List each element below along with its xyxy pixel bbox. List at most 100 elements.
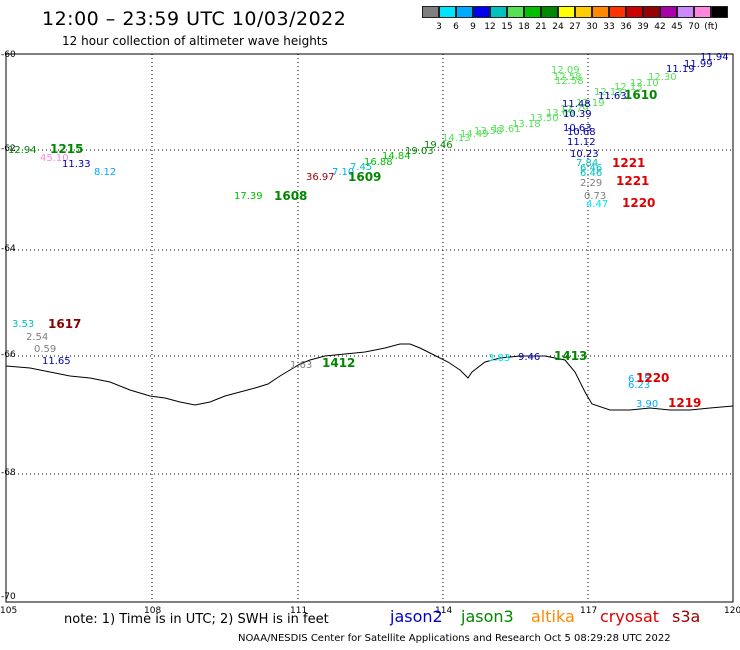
wave-height-label: 10.39 [563,109,592,120]
color-swatch [609,6,626,18]
color-swatch [575,6,592,18]
pass-time-label: 1221 [616,174,650,188]
x-tick-label: 108 [144,606,162,616]
wave-height-label: 3.53 [12,319,35,330]
pass-time-label: 1215 [50,142,84,156]
color-legend-label: 42 [654,22,666,32]
y-tick-label: -60 [1,50,16,60]
satellite-cryosat: cryosat [600,607,660,626]
color-swatch [541,6,558,18]
wave-height-label: 10.68 [567,127,596,138]
color-swatch [626,6,643,18]
wave-height-label: 6.46 [580,163,603,174]
color-legend-label: 18 [518,22,530,32]
wave-height-label: 12.09 [551,65,580,76]
color-swatch [643,6,660,18]
x-tick-label: 114 [435,606,453,616]
color-swatch [473,6,490,18]
wave-height-label: 11.19 [666,64,695,75]
pass-time-label: 1219 [668,396,702,410]
x-tick-label: 111 [290,606,308,616]
wave-height-label: 12.10 [630,78,659,89]
wave-height-label: 8.12 [94,167,117,178]
x-tick-label: 120 [724,606,740,616]
color-legend-label: 39 [637,22,649,32]
wave-height-label: 11.48 [562,99,591,110]
color-legend-label: 27 [569,22,581,32]
y-tick-label: -64 [1,244,16,254]
pass-time-label: 1617 [48,317,82,331]
y-tick-label: -62 [1,144,16,154]
wave-height-label: 6.46 [580,168,603,179]
color-legend-label: 45 [671,22,683,32]
wave-height-label: 19.03 [405,146,434,157]
wave-height-label: 12.79 [560,104,589,115]
wave-height-label: 2.54 [26,332,49,343]
y-tick-label: -66 [1,350,16,360]
color-swatch [490,6,507,18]
wave-height-label: 12.58 [553,72,582,83]
satellite-jason2: jason2 [390,607,443,626]
pass-time-label: 1609 [348,170,382,184]
color-swatch [711,6,728,18]
wave-height-label: 9.46 [518,352,541,363]
wave-height-label: 14.13 [442,133,471,144]
wave-height-label: 6.23 [628,380,651,391]
color-legend-label: 12 [484,22,496,32]
wave-height-label: 3.83 [488,353,511,364]
wave-height-label: 11.94 [700,52,729,63]
antarctic-coastline [5,343,734,411]
color-legend-label: (ft) [704,22,718,32]
y-tick-label: -70 [1,592,16,602]
wave-height-label: 12.58 [555,76,584,87]
color-legend-label: 70 [688,22,700,32]
color-swatch [439,6,456,18]
pass-time-label: 1610 [624,88,658,102]
satellite-s3a: s3a [672,607,701,626]
color-legend-label: 30 [586,22,598,32]
wave-height-label: 2.29 [580,178,603,189]
color-legend-label: 33 [603,22,615,32]
wave-height-label: 6.15 [628,374,651,385]
wave-height-label: 11.99 [684,59,713,70]
satellite-altika: altika [531,607,575,626]
wave-height-label: 11.12 [567,137,596,148]
pass-time-label: 1608 [274,189,308,203]
pass-time-label: 1220 [636,371,670,385]
wave-height-label: 1.63 [290,360,313,371]
page-subtitle: 12 hour collection of altimeter wave hei… [62,34,328,48]
wave-height-label: 13.61 [492,124,521,135]
color-swatch [592,6,609,18]
color-swatch [507,6,524,18]
wave-height-label: 12.13 [594,87,623,98]
wave-height-label: 13.50 [530,113,559,124]
color-legend-label: 36 [620,22,632,32]
color-swatch [660,6,677,18]
wave-height-label: 12.94 [8,145,37,156]
wave-height-label: 12.30 [648,72,677,83]
pass-time-label: 1412 [322,356,356,370]
wave-height-label: 0.59 [34,344,57,355]
y-tick-label: -68 [1,468,16,478]
color-swatch [524,6,541,18]
wave-height-label: 16.88 [364,157,393,168]
color-swatch [456,6,473,18]
wave-height-label: 10.23 [570,149,599,160]
color-legend-label: 15 [501,22,513,32]
wave-height-label: 13.69 [546,108,575,119]
footer-note: note: 1) Time is in UTC; 2) SWH is in fe… [64,612,329,627]
grid-lines [6,54,733,602]
page-title: 12:00 – 23:59 UTC 10/03/2022 [42,8,347,30]
color-swatch [558,6,575,18]
wave-height-label: 12.13 [614,82,643,93]
wave-height-label: 10.63 [563,123,592,134]
x-tick-label: 105 [0,606,18,616]
wave-height-label: 13.18 [512,119,541,130]
wave-height-label: 0.73 [584,191,607,202]
wave-height-label: 7.45 [350,162,373,173]
color-legend-label: 3 [436,22,442,32]
wave-height-label: 11.63 [598,91,627,102]
map-frame [5,53,734,603]
wave-height-label: 11.33 [62,159,91,170]
